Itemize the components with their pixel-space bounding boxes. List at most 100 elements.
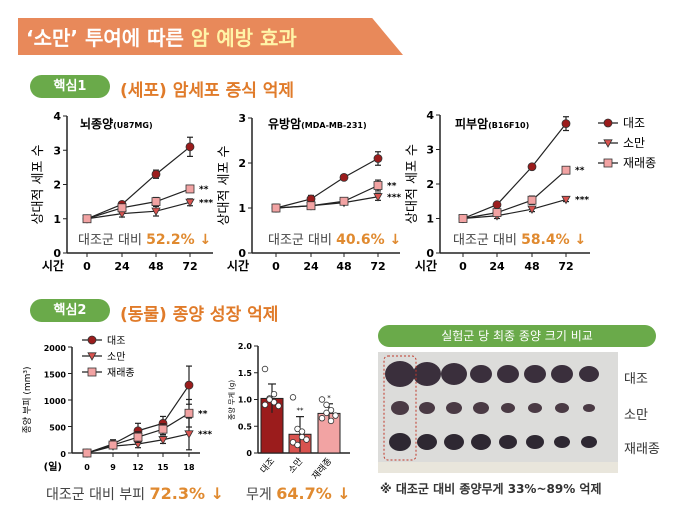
chart-title: 뇌종양(U87MG) [80,116,153,131]
significance-mark: *** [575,196,589,206]
chart2-note: 대조군 대비 40.6% ↓ [268,232,402,248]
series-line [275,196,379,209]
tumor-sample [470,365,492,383]
tumor-sample [413,362,441,386]
data-point [261,365,269,373]
x-tick-label: 대조 [258,456,277,476]
legend-label: 대조 [107,335,125,347]
tumor-sample [391,401,409,415]
x-axis-label: (일) [44,460,62,473]
chart-subtitle: (B16F10) [488,121,529,130]
y-tick-label: 1500 [44,371,67,380]
title-banner [18,18,403,55]
y-tick-label: 0 [246,449,252,458]
significance-mark: * [327,394,331,402]
x-tick-label: 0 [459,260,467,273]
tumor-sample [554,436,570,448]
x-tick-label: 48 [524,260,539,273]
data-point [561,195,571,205]
data-point [373,193,383,202]
photo-title: 실험군 당 최종 종양 크기 비교 [378,325,656,347]
data-point [184,380,194,390]
y-tick-label: 2 [238,157,246,170]
tumor-sample [446,402,462,414]
tumor-sample [526,435,544,449]
data-point [298,428,306,435]
tumor-sample [555,403,569,413]
x-tick-label: 18 [183,463,195,472]
y-tick-label: 3 [53,144,61,157]
x-tick-label: 24 [114,260,130,273]
y-axis-label: 상대적 세포 수 [217,145,232,225]
data-point [184,408,194,418]
series-line [275,157,379,209]
tumor-sample [385,361,415,387]
photo-row-label: 소만 [624,408,648,423]
data-point [306,201,316,211]
data-point [266,396,273,403]
x-tick-label: 15 [157,463,169,472]
data-point [185,184,195,194]
tumor-sample [524,365,546,383]
significance-mark: ** [387,182,397,192]
data-point [527,205,537,215]
significance-mark: ** [297,407,305,415]
y-tick-label: 0 [426,247,434,260]
y-tick-label: 4 [426,109,434,122]
data-point [117,203,127,213]
data-point [318,415,326,422]
y-tick-label: 2 [53,179,61,192]
tumor-sample [497,365,519,383]
tumor-sample [441,363,467,385]
tumor-sample [528,403,542,413]
data-point [332,412,339,419]
y-tick-label: 3 [238,112,246,125]
legend-label: 대조 [623,116,645,130]
legend-marker [87,335,97,345]
tumor-sample [551,365,573,383]
data-point [270,390,278,398]
photo-row-label: 재래종 [624,442,660,457]
tumor-sample [417,434,437,450]
x-tick-label: 12 [132,463,143,472]
page-title: ‘소만’ 투여에 따른 암 예방 효과 [26,22,297,51]
data-point [492,200,502,210]
y-tick-label: 2 [426,178,434,191]
y-tick-label: 1.5 [238,369,253,378]
significance-mark: ** [198,409,208,419]
series-line [86,146,191,220]
x-tick-label: 72 [370,260,385,273]
significance-mark: *** [199,198,213,208]
tumor-sample [471,434,491,450]
y-tick-label: 2000 [44,344,67,353]
data-point [82,448,92,458]
data-point [318,396,326,403]
data-point [289,394,297,401]
x-tick-label: 48 [336,260,351,273]
data-point [133,432,143,442]
chart4-note: 대조군 대비 부피 72.3% ↓ [46,484,224,503]
legend-marker [603,158,613,168]
data-point [158,424,168,434]
chart1-note: 대조군 대비 52.2% ↓ [78,232,212,248]
data-point [158,436,168,445]
data-point [275,402,282,410]
series-line [462,123,567,220]
y-tick-label: 4 [53,110,61,123]
data-point [492,208,502,218]
significance-mark: *** [387,193,401,203]
chart-subtitle: (U87MG) [113,121,152,130]
legend-marker [603,139,613,148]
data-point [185,142,195,152]
tumor-sample [579,366,599,382]
chart3-note: 대조군 대비 58.4% ↓ [453,232,587,248]
legend-marker [603,118,613,128]
y-tick-label: 1.0 [238,396,253,405]
x-tick-label: 24 [489,260,505,273]
legend-label: 소만 [107,351,125,363]
y-tick-label: 3 [426,144,434,157]
y-tick-label: 1000 [44,397,67,406]
tumor-sample [473,402,489,414]
data-point [82,214,92,224]
